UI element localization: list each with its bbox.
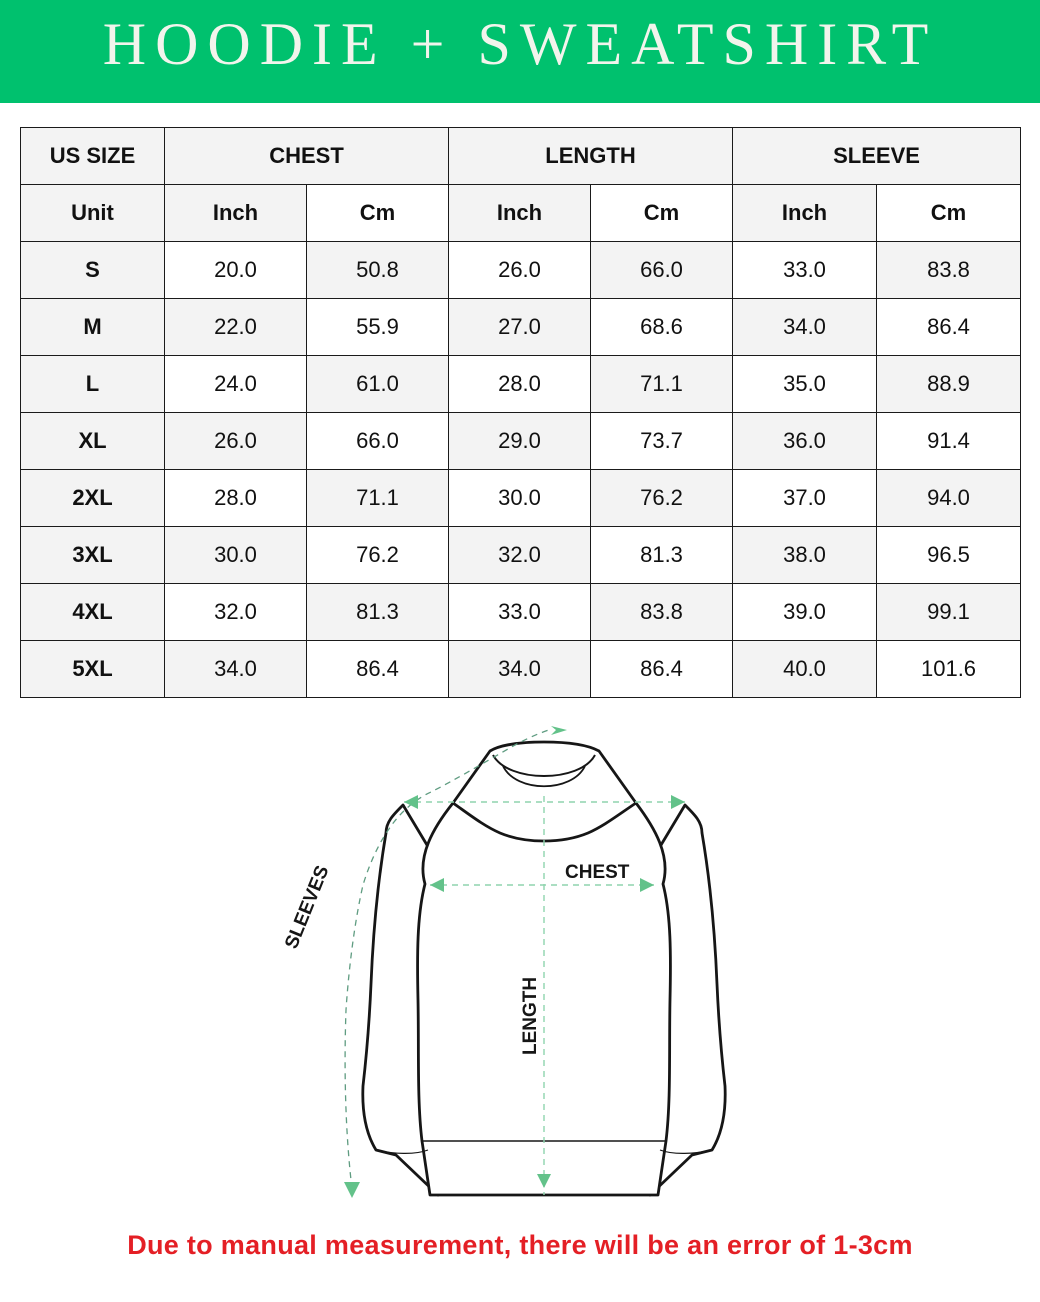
- svg-text:CHEST: CHEST: [565, 862, 630, 883]
- svg-text:LENGTH: LENGTH: [520, 977, 541, 1055]
- svg-text:SLEEVES: SLEEVES: [281, 863, 333, 952]
